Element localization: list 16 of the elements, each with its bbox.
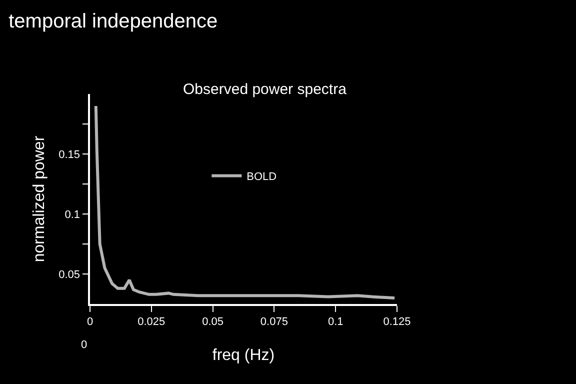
y-tick-label: 0.1 [64,208,80,221]
x-axis-title: freq (Hz) [212,347,275,364]
x-tick-label: 0.125 [383,316,411,328]
x-tick-label: 0.1 [328,316,344,328]
chart-title: temporal independence [8,10,218,32]
x-tick-label: 0.05 [202,316,224,328]
text: 0 [81,339,88,351]
legend-label: BOLD [246,170,277,183]
y-tick-label: 0.05 [58,268,80,281]
y-axis-title: normalized power [31,135,48,262]
x-tick-label: 0.075 [260,316,288,328]
line-series [94,104,396,300]
x-tick-label: 0 [86,316,94,328]
chart-subtitle: Observed power spectra [183,81,348,98]
y-tick-label: 0.15 [58,148,80,161]
x-tick-label: 0.025 [138,316,166,328]
